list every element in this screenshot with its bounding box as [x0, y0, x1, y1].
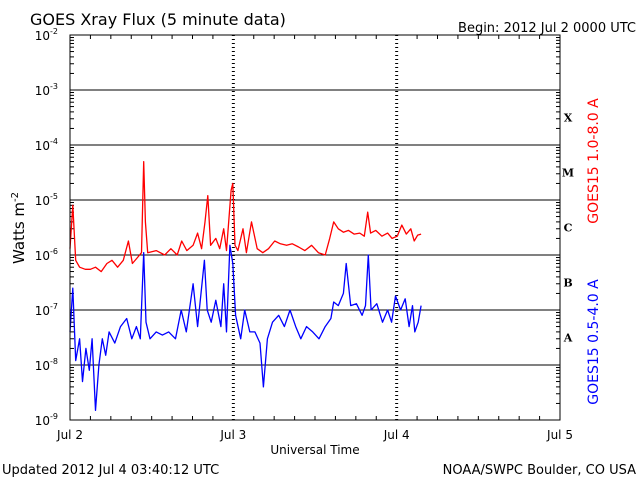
- y-tick-label: 10-8: [35, 357, 58, 373]
- series-long-wavelength: [69, 160, 422, 273]
- flare-class-m: M: [562, 167, 574, 180]
- y-tick-label: 10-3: [35, 82, 58, 98]
- y-axis-label: Watts m-2: [10, 192, 28, 264]
- y-tick-label: 10-2: [35, 27, 58, 43]
- flare-class-b: B: [563, 277, 572, 290]
- y-tick-exp: -6: [50, 247, 58, 256]
- legend-long: GOES15 1.0-8.0 A: [586, 98, 602, 224]
- y-tick-exp: -5: [50, 192, 58, 201]
- y-tick-base: 10: [35, 359, 50, 373]
- y-tick-base: 10: [35, 194, 50, 208]
- tick-layer: [70, 35, 560, 420]
- series-short-wavelength: [69, 244, 422, 411]
- begin-time: Begin: 2012 Jul 2 0000 UTC: [458, 21, 636, 36]
- y-tick-exp: -9: [50, 412, 58, 421]
- legend-short: GOES15 0.5-4.0 A: [586, 279, 602, 405]
- y-tick-base: 10: [35, 139, 50, 153]
- footer-source: NOAA/SWPC Boulder, CO USA: [443, 463, 636, 478]
- x-tick-label: Jul 3: [219, 428, 246, 442]
- x-tick-label: Jul 5: [546, 428, 573, 442]
- x-tick-label: Jul 2: [56, 428, 83, 442]
- chart-title: GOES Xray Flux (5 minute data): [30, 10, 286, 29]
- y-tick-exp: -4: [50, 137, 58, 146]
- flare-class-a: A: [563, 332, 573, 345]
- y-tick-base: 10: [35, 304, 50, 318]
- grid-layer: [70, 35, 560, 420]
- y-tick-label: 10-4: [35, 137, 58, 153]
- series-layer: [69, 160, 422, 411]
- y-tick-label: 10-6: [35, 247, 58, 263]
- y-tick-base: 10: [35, 84, 50, 98]
- y-axis-label-base: Watts m: [10, 202, 28, 264]
- y-tick-base: 10: [35, 414, 50, 428]
- y-tick-exp: -8: [50, 357, 58, 366]
- y-tick-exp: -2: [50, 27, 58, 36]
- x-tick-label: Jul 4: [383, 428, 410, 442]
- y-tick-label: 10-7: [35, 302, 58, 318]
- y-tick-label: 10-9: [35, 412, 58, 428]
- footer-updated: Updated 2012 Jul 4 03:40:12 UTC: [2, 463, 219, 478]
- y-tick-label: 10-5: [35, 192, 58, 208]
- flare-class-c: C: [564, 222, 573, 235]
- plot-frame: [69, 34, 561, 421]
- y-tick-exp: -3: [50, 82, 58, 91]
- y-axis-label-exp: -2: [10, 192, 21, 202]
- y-tick-base: 10: [35, 249, 50, 263]
- y-tick-base: 10: [35, 29, 50, 43]
- x-axis-label: Universal Time: [270, 443, 359, 457]
- y-tick-exp: -7: [50, 302, 58, 311]
- flare-class-x: X: [564, 112, 573, 125]
